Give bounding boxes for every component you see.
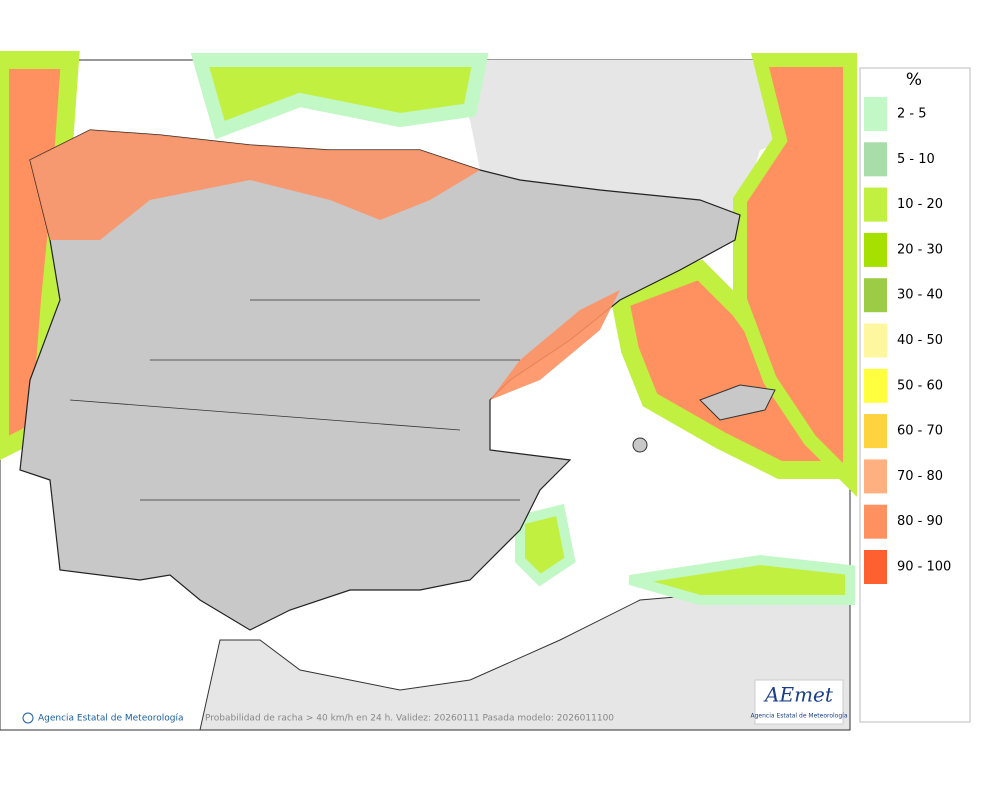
credit: Agencia Estatal de Meteorología <box>38 714 184 724</box>
logo: AEmet <box>763 683 834 707</box>
legend-swatch <box>864 459 887 494</box>
legend-label: 60 - 70 <box>897 424 943 439</box>
legend-swatch <box>864 278 887 313</box>
legend-swatch <box>864 323 887 358</box>
legend-label: 20 - 30 <box>897 242 943 257</box>
legend-swatch <box>864 232 887 267</box>
legend-label: 2 - 5 <box>897 107 927 122</box>
legend-label: 80 - 90 <box>897 514 943 529</box>
legend-swatch <box>864 550 887 584</box>
copyright-icon <box>22 712 34 724</box>
legend-label: 30 - 40 <box>897 288 943 303</box>
algeria-band <box>628 554 855 605</box>
north-band <box>30 130 480 240</box>
biscay-band <box>190 53 489 140</box>
france <box>180 60 850 215</box>
legend-label: 10 - 20 <box>897 197 943 212</box>
legend-swatch <box>864 142 887 177</box>
legend-swatch <box>864 504 887 539</box>
legend: % 2 - 5 5 - 10 10 - 20 20 - 30 30 - 40 40 - 5… <box>859 67 971 723</box>
borders <box>69 299 520 501</box>
ibiza <box>632 437 648 453</box>
alboran-patch <box>515 503 576 587</box>
legend-swatch <box>864 97 887 131</box>
legend-label: 40 - 50 <box>897 333 943 348</box>
legend-label: 90 - 100 <box>897 560 951 575</box>
legend-swatch <box>864 187 887 222</box>
legend-label: 5 - 10 <box>897 152 935 167</box>
legend-title: % <box>906 70 922 90</box>
caption: Probabilidad de racha > 40 km/h en 24 h.… <box>205 714 614 724</box>
legend-label: 50 - 60 <box>897 378 943 393</box>
legend-label: 70 - 80 <box>897 469 943 484</box>
balearics <box>699 384 776 421</box>
lion-gulf-band <box>733 53 857 497</box>
logo-subtitle: Agencia Estatal de Meteorología <box>751 713 848 720</box>
legend-swatch <box>864 414 887 449</box>
east-band <box>490 290 620 400</box>
map: Agencia Estatal de Meteorología Probabil… <box>0 51 857 731</box>
legend-swatch <box>864 368 887 403</box>
logo-box <box>754 679 844 725</box>
